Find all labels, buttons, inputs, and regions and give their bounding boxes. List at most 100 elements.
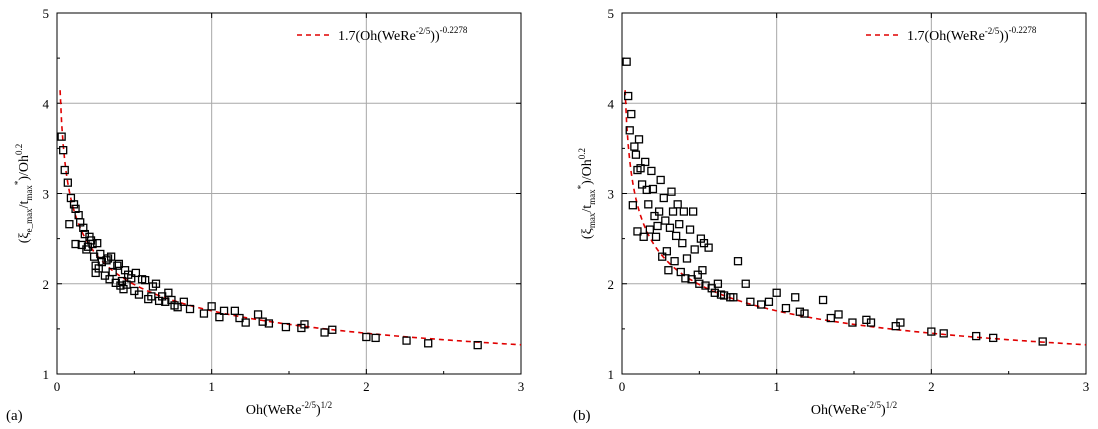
data-point [662, 247, 672, 256]
x-axis-label-sup: -2/5 [301, 400, 316, 410]
y-axis-label-text: )/Oh [17, 155, 32, 181]
data-point [659, 193, 668, 203]
data-point [127, 274, 136, 283]
data-point [147, 292, 156, 301]
data-point [647, 166, 656, 176]
data-point [96, 249, 105, 259]
data-point [713, 279, 723, 288]
x-tick-label: 3 [1083, 379, 1090, 394]
data-point [642, 185, 651, 195]
legend-label: 1.7(Oh(WeRe-2/5))-0.2278 [338, 25, 468, 44]
data-point [653, 221, 662, 231]
data-point [631, 150, 641, 159]
data-point [639, 232, 648, 241]
data-point [634, 135, 644, 144]
legend-superscript: -2/5 [985, 26, 1000, 36]
data-point [69, 200, 79, 209]
data-point [241, 318, 250, 327]
data-point [848, 318, 857, 327]
data-point [111, 278, 120, 287]
data-point [108, 267, 117, 277]
y-tick-label: 3 [43, 187, 50, 202]
data-point [678, 238, 687, 248]
data-point [989, 333, 998, 343]
data-point [230, 306, 240, 315]
data-point [927, 327, 936, 336]
data-point [764, 297, 774, 306]
x-tick-label: 2 [928, 379, 935, 394]
data-point [791, 293, 800, 302]
data-point [690, 245, 699, 254]
data-point [685, 225, 695, 234]
data-point [650, 211, 659, 221]
x-axis-label-text: Oh(WeRe [811, 403, 867, 418]
series-points [57, 132, 482, 350]
chart-panel-1: 0 1 2 3123451.7(Oh(WeRe-2/5))-0.2278Oh(WeRe… [6, 6, 524, 424]
data-point [670, 257, 679, 266]
panel-label: (b) [573, 408, 591, 424]
data-point [473, 340, 482, 350]
y-axis-label-sub: e_max [24, 208, 34, 232]
x-axis-label-sup: 1/2 [321, 400, 333, 410]
data-point [199, 309, 209, 318]
data-point [834, 310, 843, 319]
data-point [701, 281, 710, 290]
x-tick-label: 1 [773, 379, 780, 394]
data-point [57, 132, 66, 141]
data-point [625, 126, 634, 135]
data-point [173, 303, 182, 312]
x-tick-label: 3 [518, 379, 525, 394]
data-point [693, 270, 702, 279]
x-tick-label: 1 [208, 379, 215, 394]
y-tick-label: 1 [43, 367, 50, 382]
y-axis-label-sup: * [576, 184, 586, 189]
data-point [328, 325, 337, 334]
x-axis-label-text: ) [881, 403, 886, 418]
y-tick-label: 2 [43, 277, 50, 292]
legend-superscript: -2/5 [416, 26, 431, 36]
data-point [719, 291, 729, 300]
data-point [79, 223, 88, 232]
data-point [688, 207, 698, 216]
data-point [424, 339, 433, 348]
data-point [704, 243, 713, 252]
data-point [93, 238, 102, 248]
data-point [729, 293, 738, 302]
data-point [651, 232, 661, 241]
y-axis-label-text: (ξ [580, 228, 595, 239]
data-point [800, 309, 809, 318]
data-point [106, 252, 116, 261]
data-point [59, 146, 68, 155]
data-point [88, 239, 97, 249]
data-point [668, 207, 678, 216]
y-tick-label: 2 [608, 277, 615, 292]
data-point [633, 227, 642, 236]
data-point [207, 302, 216, 311]
data-point [264, 319, 274, 328]
data-point [699, 238, 709, 248]
data-point [818, 295, 828, 305]
x-axis-label-sup: 1/2 [886, 400, 898, 410]
y-axis-label-sup: 0.2 [14, 144, 24, 155]
data-point [402, 336, 411, 345]
data-point [687, 275, 696, 284]
y-axis-label-text: (ξ [17, 232, 32, 243]
x-tick-label: 0 [54, 379, 61, 394]
x-axis-label-sup: -2/5 [866, 400, 881, 410]
y-tick-label: 4 [43, 96, 50, 111]
legend-text: )) [430, 29, 440, 44]
data-point [63, 178, 72, 187]
data-point [757, 300, 766, 309]
legend-superscript: -0.2278 [1009, 25, 1037, 35]
data-point [972, 331, 981, 341]
legend-superscript: -0.2278 [440, 25, 468, 35]
y-axis-label-text: )/Oh [580, 159, 595, 185]
data-point [60, 165, 69, 175]
data-point [641, 157, 650, 167]
data-point [281, 322, 291, 332]
legend-text: 1.7(Oh(WeRe [907, 29, 985, 44]
data-point [253, 310, 263, 319]
data-point [673, 200, 682, 209]
data-point [826, 313, 835, 323]
data-point [114, 259, 124, 269]
